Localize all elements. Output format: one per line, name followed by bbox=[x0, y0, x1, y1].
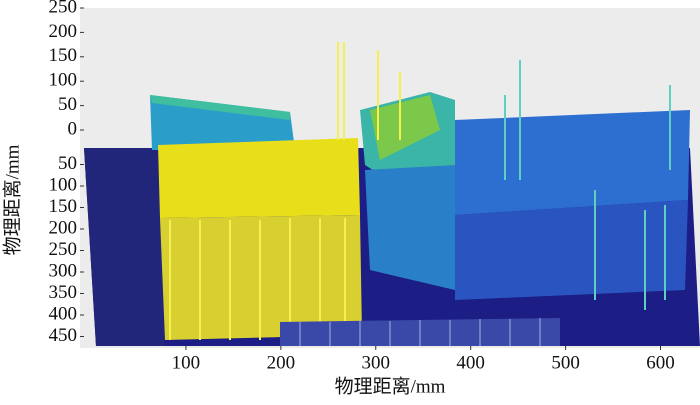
y-tick-label: 450 bbox=[49, 325, 78, 346]
x-tick-label: 200 bbox=[267, 352, 296, 373]
y-tick-label: 150 bbox=[49, 196, 78, 217]
z-tick-label: 200 bbox=[49, 21, 78, 42]
z-tick-label: 150 bbox=[49, 45, 78, 66]
y-tick-label: 50 bbox=[58, 153, 77, 174]
x-tick-label: 500 bbox=[551, 352, 580, 373]
z-tick-label: 100 bbox=[49, 70, 78, 91]
x-tick-label: 300 bbox=[362, 352, 391, 373]
y-tick-label: 100 bbox=[49, 174, 78, 195]
y-tick-label: 250 bbox=[49, 239, 78, 260]
z-tick-label: 50 bbox=[58, 94, 77, 115]
y-tick-label: 200 bbox=[49, 217, 78, 238]
surface bbox=[80, 8, 700, 348]
y-tick-label: 400 bbox=[49, 303, 78, 324]
z-tick-label: 250 bbox=[49, 0, 78, 17]
y-axis-label: 物理距离/mm bbox=[1, 144, 23, 255]
x-axis-label: 物理距离/mm bbox=[335, 375, 446, 397]
y-tick-label: 350 bbox=[49, 282, 78, 303]
z-tick-label: 0 bbox=[68, 118, 78, 139]
x-tick-label: 400 bbox=[456, 352, 485, 373]
y-tick-label: 300 bbox=[49, 260, 78, 281]
x-tick-label: 600 bbox=[646, 352, 675, 373]
x-tick-label: 100 bbox=[172, 352, 201, 373]
